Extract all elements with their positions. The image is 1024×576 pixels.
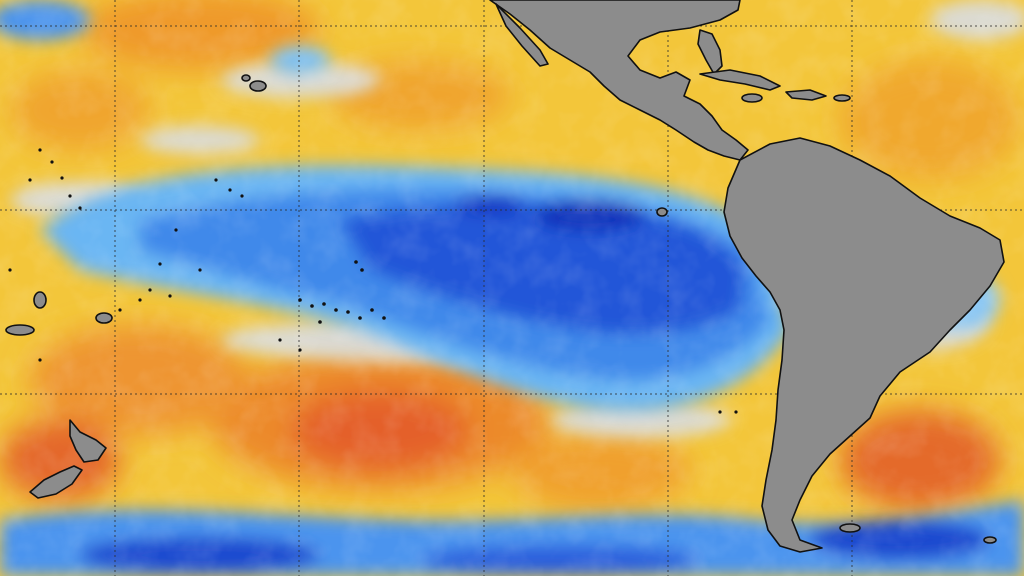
pacific-island — [33, 291, 47, 309]
jamaica-island — [741, 93, 763, 103]
puerto-rico-island — [833, 94, 851, 102]
new-zealand-north-island — [69, 419, 107, 463]
north-central-america-landmass — [489, 0, 749, 161]
new-zealand-south-island — [29, 465, 83, 499]
galapagos-island — [656, 207, 668, 217]
pacific-island — [95, 312, 113, 324]
hispaniola-island — [785, 89, 827, 101]
hawaiian-island — [249, 80, 267, 92]
florida-peninsula — [697, 29, 723, 75]
pacific-island — [839, 523, 861, 533]
pacific-atoll-dots — [8, 148, 738, 414]
hawaiian-island — [241, 74, 251, 82]
baja-california — [495, 3, 549, 67]
land-masses — [5, 0, 1005, 553]
cuba-island — [699, 69, 781, 91]
pacific-island — [5, 324, 35, 336]
south-america-landmass — [723, 137, 1005, 553]
pacific-island — [983, 536, 997, 544]
